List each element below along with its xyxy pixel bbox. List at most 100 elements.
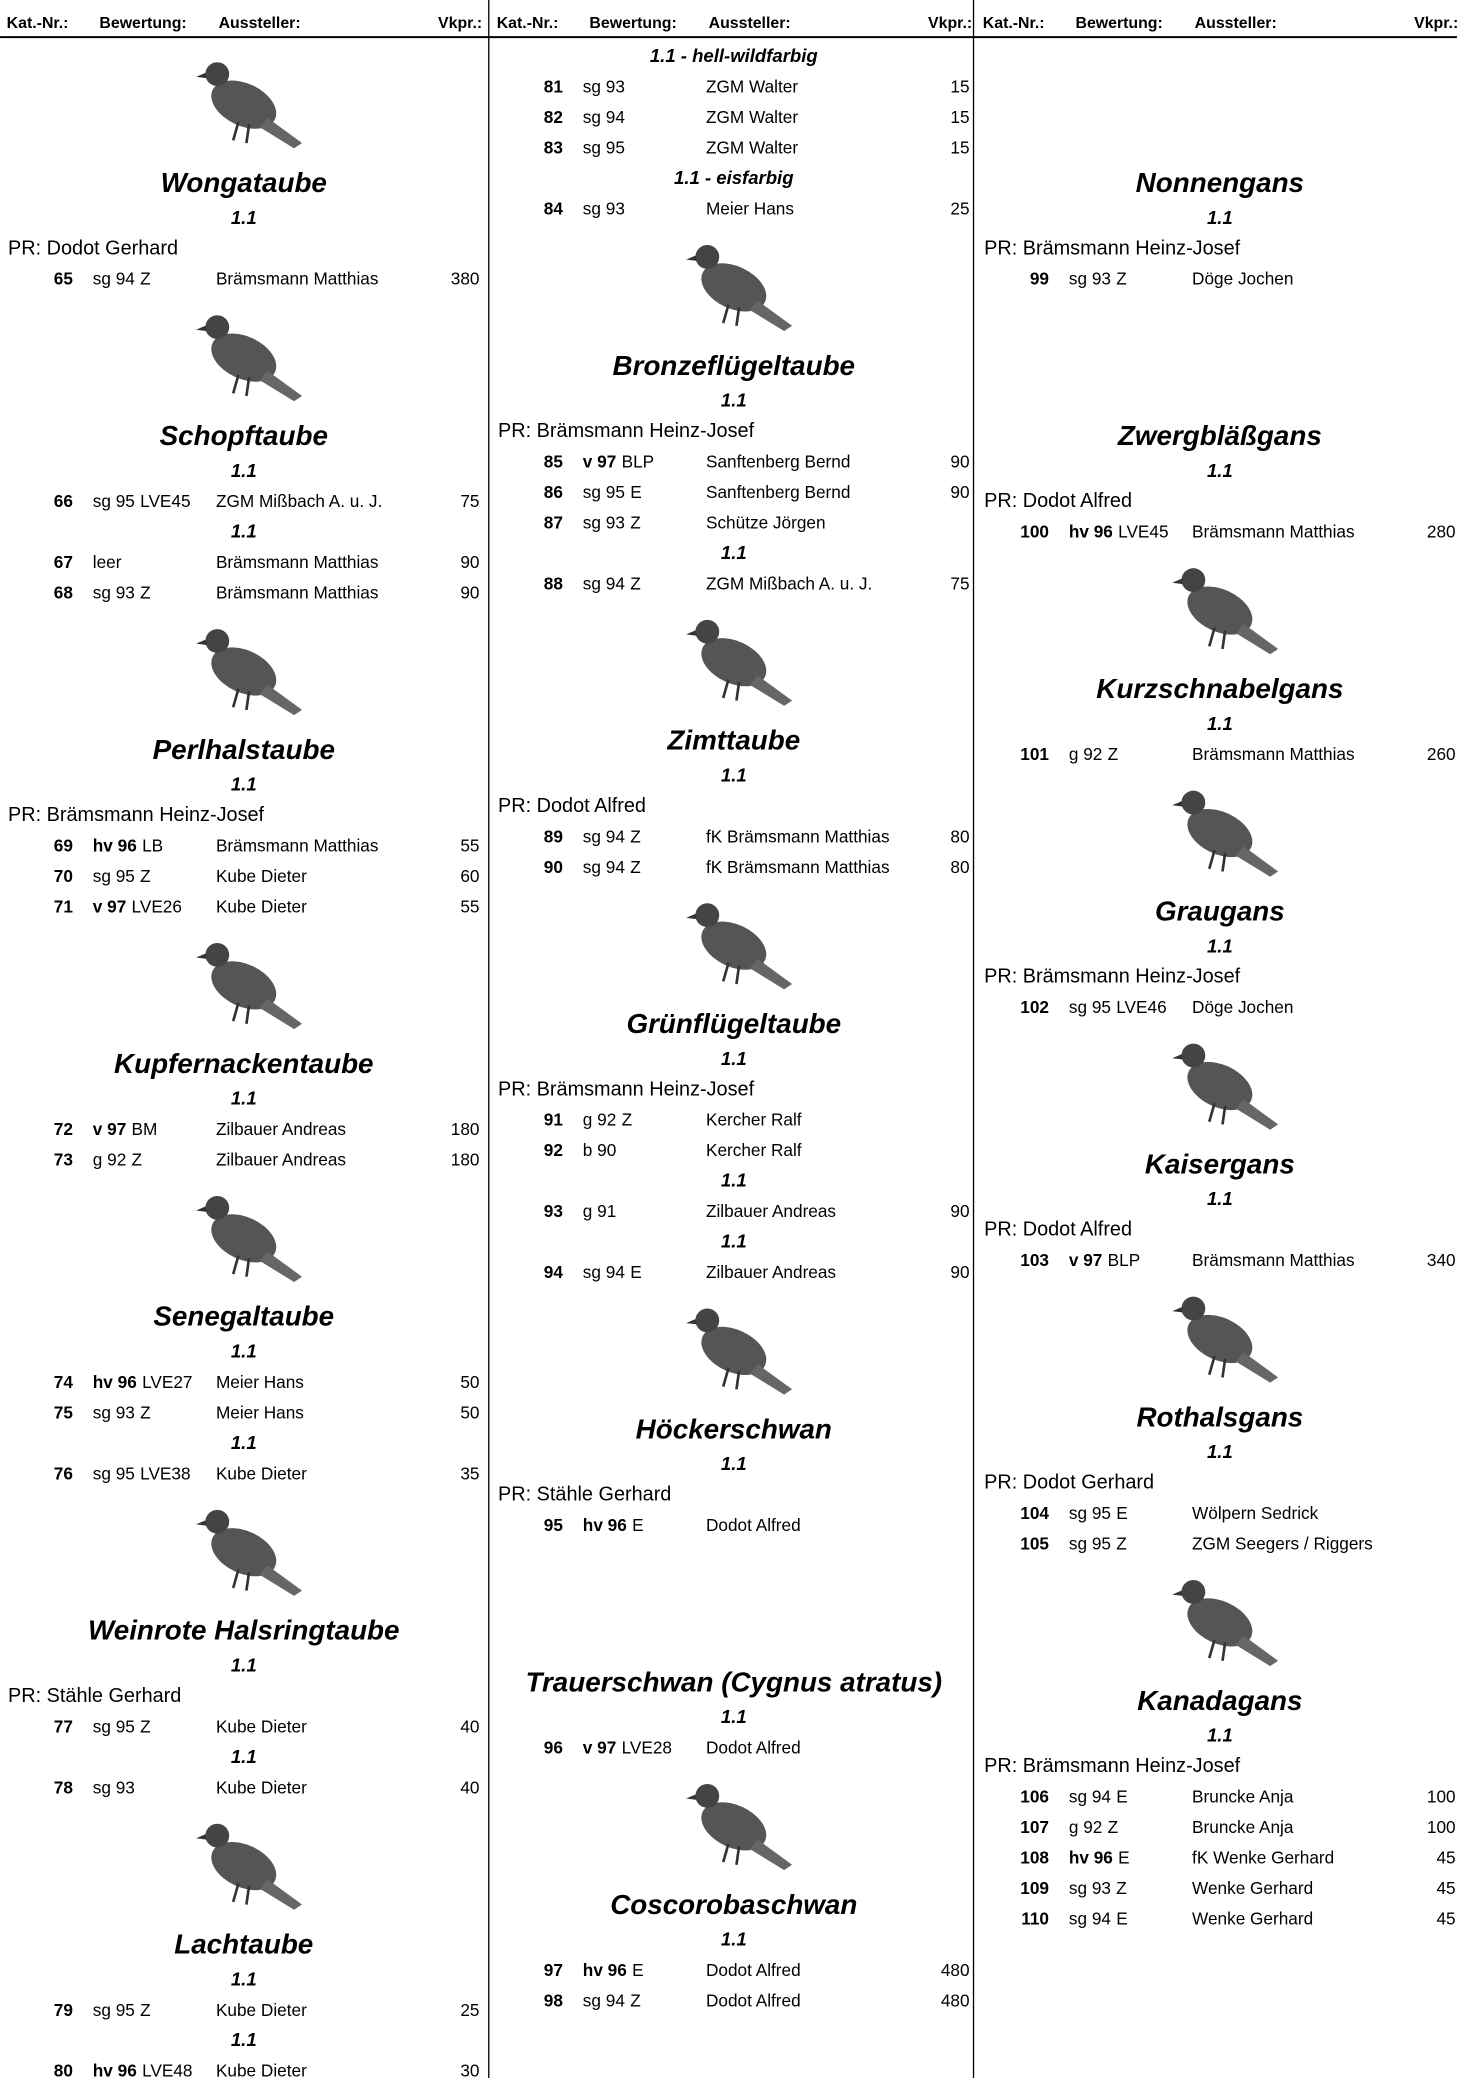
rating-grade: v 97: [583, 452, 616, 472]
exhibitor: Dodot Alfred: [706, 1990, 801, 2010]
species-title: Weinrote Halsringtaube: [88, 1615, 399, 1646]
species-title: Senegaltaube: [153, 1301, 334, 1332]
bird-leg: [723, 1844, 728, 1863]
class-label: 1.1: [231, 207, 257, 228]
price: 50: [460, 1402, 479, 1422]
exhibitor: Kercher Ralf: [706, 1140, 802, 1160]
rating-grade: sg 95: [93, 1716, 135, 1736]
bird-leg: [723, 679, 728, 698]
rating-mark: Z: [140, 1716, 151, 1736]
price: 45: [1436, 1908, 1455, 1928]
catalog-number: 109: [1020, 1878, 1049, 1898]
bird-head: [695, 1309, 719, 1333]
exhibitor: Kube Dieter: [216, 1716, 307, 1736]
bird-tail: [260, 1565, 302, 1595]
exhibitor: Zilbauer Andreas: [706, 1201, 836, 1221]
bird-leg: [233, 1569, 238, 1588]
catalog-number: 70: [54, 866, 73, 886]
species-title: Grünflügeltaube: [626, 1008, 841, 1039]
rating: sg 94E: [1069, 1787, 1128, 1807]
species-title: Kaisergans: [1145, 1148, 1295, 1179]
rating-grade: g 91: [583, 1201, 616, 1221]
exhibitor: Sanftenberg Bernd: [706, 482, 850, 502]
rating-grade: g 92: [583, 1110, 616, 1130]
catalog-number: 92: [544, 1140, 563, 1160]
catalog-number: 106: [1020, 1787, 1049, 1807]
rating: sg 93Z: [1069, 1878, 1127, 1898]
exhibitor: Kube Dieter: [216, 866, 307, 886]
rating: sg 95E: [1069, 1503, 1128, 1523]
bird-tail: [260, 1879, 302, 1909]
rating-mark: E: [1116, 1503, 1127, 1523]
rating-mark: LVE26: [132, 897, 182, 917]
price: 40: [460, 1777, 479, 1797]
catalog-number: 80: [54, 2061, 73, 2078]
catalog-number: 96: [544, 1738, 563, 1758]
catalog-number: 91: [544, 1110, 564, 1130]
bird-leg: [233, 689, 238, 708]
rating-grade: leer: [93, 552, 122, 572]
catalog-number: 94: [544, 1262, 564, 1282]
rating: sg 93Z: [583, 512, 641, 532]
catalog-number: 66: [54, 491, 73, 511]
rating-grade: hv 96: [93, 1372, 137, 1392]
header-nr: Kat.-Nr.:: [497, 15, 559, 32]
header-nr: Kat.-Nr.:: [7, 15, 69, 32]
price: 15: [950, 107, 969, 127]
judge-line: PR: Brämsmann Heinz-Josef: [498, 1078, 755, 1100]
rating: sg 94E: [583, 1262, 642, 1282]
header-price: Vkpr.:: [438, 15, 482, 32]
price: 480: [941, 1990, 970, 2010]
price: 380: [451, 269, 480, 289]
bird-beak: [196, 954, 207, 959]
bird-beak: [686, 256, 697, 261]
species-title: Kurzschnabelgans: [1096, 673, 1343, 704]
bird-beak: [686, 914, 697, 919]
bird-illustration: [686, 245, 792, 331]
catalog-number: 75: [54, 1402, 74, 1422]
exhibitor: Zilbauer Andreas: [216, 1149, 346, 1169]
bird-tail: [260, 118, 302, 148]
exhibitor: Brämsmann Matthias: [1192, 522, 1355, 542]
rating-mark: BLP: [1108, 1250, 1141, 1270]
exhibitor: Kube Dieter: [216, 2061, 307, 2078]
judge-line: PR: Stähle Gerhard: [8, 1685, 181, 1707]
rating-grade: sg 95: [1069, 1503, 1111, 1523]
rating-grade: sg 93: [1069, 1878, 1111, 1898]
judge-line: PR: Stähle Gerhard: [498, 1484, 671, 1506]
rating: sg 95Z: [1069, 1534, 1127, 1554]
rating-mark: Z: [630, 1990, 641, 2010]
exhibitor: Meier Hans: [216, 1402, 304, 1422]
bird-illustration: [196, 315, 302, 401]
bird-leg: [233, 375, 238, 394]
exhibitor: Zilbauer Andreas: [216, 1119, 346, 1139]
species-title: Zwergbläßgans: [1117, 420, 1322, 451]
class-label: 1.1: [231, 1746, 257, 1767]
bird-leg: [233, 1003, 238, 1022]
header-rating: Bewertung:: [1075, 15, 1162, 32]
bird-head: [1181, 791, 1205, 815]
bird-head: [205, 1824, 229, 1848]
rating: hv 96LB: [93, 836, 163, 856]
rating: sg 95E: [583, 482, 642, 502]
species-title: Wongataube: [161, 167, 327, 198]
header-rating: Bewertung:: [589, 15, 676, 32]
bird-head: [205, 943, 229, 967]
exhibitor: Dodot Alfred: [706, 1515, 801, 1535]
rating-mark: Z: [1108, 744, 1119, 764]
price: 60: [460, 866, 479, 886]
price: 15: [950, 77, 969, 97]
rating-mark: E: [630, 1262, 641, 1282]
catalog-number: 72: [54, 1119, 73, 1139]
rating: v 97BLP: [583, 452, 654, 472]
rating-mark: Z: [630, 857, 641, 877]
bird-beak: [686, 630, 697, 635]
rating: v 97LVE28: [583, 1738, 672, 1758]
exhibitor: Brämsmann Matthias: [1192, 1250, 1355, 1270]
exhibitor: Brämsmann Matthias: [216, 269, 379, 289]
rating: sg 94Z: [583, 1990, 641, 2010]
